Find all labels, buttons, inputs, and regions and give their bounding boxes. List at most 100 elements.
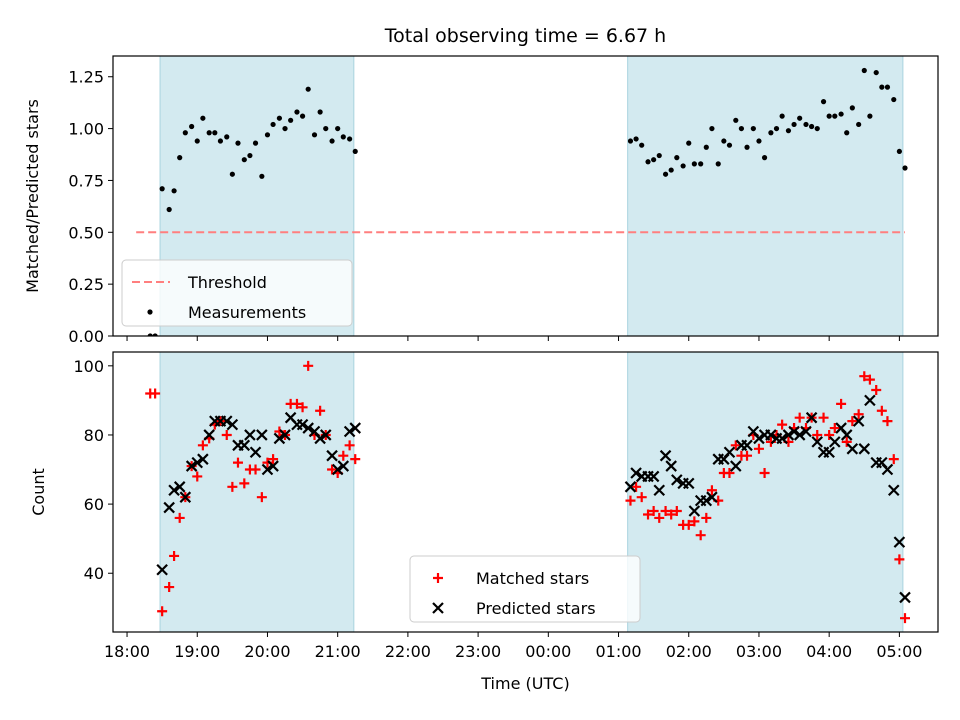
matched-star-point bbox=[221, 429, 232, 440]
measurement-point bbox=[809, 123, 815, 130]
measurement-point bbox=[803, 121, 809, 128]
measurement-point bbox=[347, 136, 353, 142]
measurement-point bbox=[152, 333, 158, 336]
matched-star-point bbox=[894, 554, 905, 565]
matched-star-point bbox=[648, 506, 659, 517]
legend-label: Matched stars bbox=[476, 569, 589, 588]
measurement-point bbox=[826, 113, 832, 119]
measurement-point bbox=[884, 84, 891, 90]
legend-box bbox=[121, 259, 353, 327]
predicted-star-point bbox=[765, 429, 777, 441]
measurement-point bbox=[733, 117, 739, 123]
predicted-star-point bbox=[163, 501, 175, 514]
y-axis-label: Matched/Predicted stars bbox=[23, 99, 42, 293]
predicted-star-point bbox=[706, 491, 718, 503]
predicted-star-point bbox=[624, 481, 637, 493]
matched-star-point bbox=[227, 481, 238, 492]
legend-label: Predicted stars bbox=[476, 599, 596, 618]
predicted-star-point bbox=[688, 505, 701, 517]
measurement-point bbox=[867, 113, 873, 119]
legend-measurement-swatch bbox=[147, 309, 153, 315]
measurement-point bbox=[217, 138, 224, 144]
predicted-star-point bbox=[671, 474, 683, 486]
legend-label: Measurements bbox=[188, 303, 306, 322]
plot-area bbox=[136, 56, 908, 336]
observing-window-2 bbox=[627, 352, 904, 632]
predicted-star-point bbox=[168, 484, 180, 497]
measurement-point bbox=[686, 140, 692, 146]
measurement-point bbox=[651, 157, 657, 163]
predicted-star-point bbox=[653, 484, 666, 497]
measurement-point bbox=[844, 130, 850, 136]
y-tick-label: 1.00 bbox=[68, 120, 104, 139]
predicted-star-point bbox=[244, 429, 256, 441]
matched-star-point bbox=[724, 467, 735, 478]
measurement-point bbox=[166, 206, 172, 213]
matched-star-point bbox=[315, 405, 326, 416]
matched-star-point bbox=[338, 450, 349, 461]
matched-star-point bbox=[169, 550, 180, 561]
measurement-point bbox=[896, 148, 902, 155]
observing-window-2 bbox=[627, 56, 904, 336]
legend-predicted-swatch bbox=[432, 602, 444, 614]
matched-star-point bbox=[256, 492, 267, 503]
predicted-star-point bbox=[226, 418, 239, 431]
measurement-point bbox=[738, 125, 745, 132]
measurement-point bbox=[656, 152, 662, 159]
predicted-star-point bbox=[846, 443, 859, 455]
measurement-point bbox=[212, 130, 218, 136]
matched-star-point bbox=[730, 440, 741, 451]
measurement-point bbox=[177, 155, 183, 161]
x-tick-label: 05:00 bbox=[876, 642, 922, 661]
measurement-point bbox=[691, 161, 697, 167]
matched-star-point bbox=[853, 409, 864, 420]
measurement-point bbox=[873, 69, 879, 76]
predicted-star-point bbox=[267, 460, 279, 472]
matched-star-point bbox=[350, 454, 361, 465]
x-tick-label: 23:00 bbox=[455, 642, 501, 661]
predicted-star-point bbox=[665, 460, 677, 472]
measurement-point bbox=[891, 96, 897, 103]
predicted-star-point bbox=[349, 422, 362, 434]
measurement-point bbox=[294, 109, 300, 115]
matched-star-point bbox=[818, 412, 829, 423]
axes-frame bbox=[112, 351, 939, 633]
predicted-star-point bbox=[256, 429, 268, 441]
predicted-star-point bbox=[805, 411, 818, 424]
measurement-point bbox=[317, 109, 323, 115]
matched-star-point bbox=[777, 419, 788, 430]
matched-star-point bbox=[829, 423, 840, 434]
measurement-point bbox=[703, 144, 709, 150]
y-tick-label: 80 bbox=[84, 426, 104, 445]
observing-window-1 bbox=[159, 352, 355, 632]
predicted-star-point bbox=[893, 536, 906, 548]
predicted-star-point bbox=[682, 477, 695, 490]
predicted-star-point bbox=[302, 422, 314, 434]
matched-star-point bbox=[174, 512, 185, 523]
predicted-star-point bbox=[776, 432, 788, 445]
matched-star-point bbox=[882, 416, 893, 427]
predicted-star-point bbox=[840, 429, 853, 441]
predicted-star-point bbox=[173, 481, 186, 493]
matched-star-point bbox=[250, 464, 261, 475]
matched-star-point bbox=[683, 519, 694, 530]
predicted-star-point bbox=[899, 591, 911, 604]
matched-star-point bbox=[888, 454, 899, 465]
matched-star-point bbox=[864, 374, 875, 385]
predicted-star-point bbox=[741, 439, 753, 452]
measurement-point bbox=[698, 161, 704, 167]
predicted-star-point bbox=[191, 456, 204, 469]
matched-star-point bbox=[794, 412, 805, 423]
measurement-point bbox=[206, 130, 212, 136]
matched-star-point bbox=[157, 606, 168, 617]
matched-star-point bbox=[812, 429, 823, 440]
predicted-star-point bbox=[723, 446, 736, 459]
matched-star-point bbox=[876, 405, 887, 416]
measurement-point bbox=[147, 333, 153, 336]
measurement-point bbox=[200, 115, 206, 121]
x-tick-label: 02:00 bbox=[666, 642, 712, 661]
measurement-point bbox=[680, 163, 686, 169]
x-tick-label: 00:00 bbox=[525, 642, 571, 661]
x-tick-label: 03:00 bbox=[736, 642, 782, 661]
measurement-point bbox=[194, 138, 200, 144]
